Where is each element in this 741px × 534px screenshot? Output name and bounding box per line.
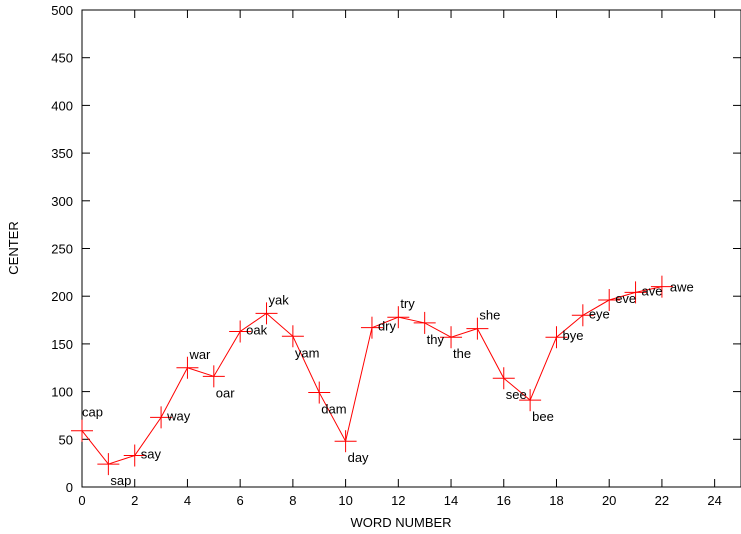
data-point-marker [624,281,647,304]
point-label: way [166,408,191,423]
point-label: the [453,346,471,361]
point-label: thy [427,332,445,347]
series-line [81,286,663,465]
data-point-marker [571,304,594,327]
point-label: oar [216,385,235,400]
data-point-marker [123,444,146,467]
point-label: say [141,447,162,462]
y-tick-label: 200 [51,289,73,304]
data-point-marker [150,406,173,429]
point-label: bye [562,328,583,343]
data-point-marker [360,316,383,339]
point-label: awe [670,280,694,295]
x-axis-label: WORD NUMBER [350,515,451,530]
data-point-marker [650,275,673,298]
point-label: sap [110,473,131,488]
data-point-marker [519,389,542,412]
data-point-marker [202,365,225,388]
data-point-marker [176,356,199,379]
data-point-marker [598,289,621,312]
data-point-marker [229,320,252,343]
x-tick-label: 0 [78,493,85,508]
point-label: bee [532,409,554,424]
y-tick-label: 50 [59,432,73,447]
y-tick-label: 0 [66,480,73,495]
y-tick-label: 400 [51,98,73,113]
data-point-marker [334,430,357,453]
data-point-marker [255,302,278,325]
point-label: eye [589,306,610,321]
point-label: see [506,387,527,402]
point-label: war [188,347,211,362]
point-label: eve [615,291,636,306]
x-tick-label: 2 [131,493,138,508]
y-axis-label: CENTER [6,221,21,274]
point-label: dam [321,402,346,417]
point-label: yak [269,292,290,307]
y-tick-label: 450 [51,51,73,66]
data-point-marker [97,453,120,476]
data-point-marker [281,325,304,348]
data-point-marker [545,326,568,349]
x-tick-label: 4 [184,493,191,508]
x-tick-label: 10 [338,493,352,508]
x-tick-label: 24 [707,493,721,508]
x-tick-label: 22 [655,493,669,508]
y-tick-label: 350 [51,146,73,161]
data-point-marker [308,381,331,404]
y-tick-label: 250 [51,242,73,257]
x-tick-label: 12 [391,493,405,508]
data-point-marker [466,317,489,340]
point-label: cap [82,405,103,420]
series-group [71,275,673,476]
point-label: ave [642,283,663,298]
point-label: she [479,308,500,323]
x-tick-label: 18 [549,493,563,508]
data-point-marker [387,306,410,329]
data-point-marker [492,367,515,390]
data-point-marker [440,326,463,349]
x-tick-label: 8 [289,493,296,508]
x-tick-label: 16 [497,493,511,508]
point-label: oak [246,322,267,337]
point-label: try [400,296,415,311]
point-label: dry [378,319,397,334]
y-tick-label: 100 [51,385,73,400]
point-label: yam [295,345,320,360]
x-tick-label: 14 [444,493,458,508]
x-tick-label: 6 [237,493,244,508]
y-tick-label: 500 [51,3,73,18]
data-point-marker [71,419,93,442]
y-tick-label: 300 [51,194,73,209]
x-tick-label: 20 [602,493,616,508]
point-label: day [348,450,369,465]
data-point-marker [413,311,436,334]
y-tick-label: 150 [51,337,73,352]
